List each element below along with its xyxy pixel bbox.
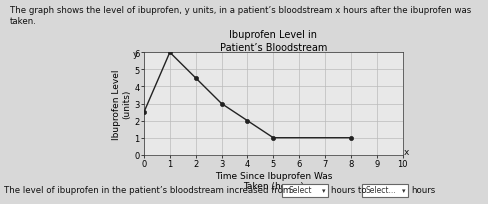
X-axis label: Time Since Ibuprofen Was
Taken (hours): Time Since Ibuprofen Was Taken (hours)	[215, 171, 332, 190]
Text: The graph shows the level of ibuprofen, y units, in a patient’s bloodstream x ho: The graph shows the level of ibuprofen, …	[10, 6, 471, 26]
Text: hours to: hours to	[331, 186, 366, 195]
Title: Ibuprofen Level in
Patient’s Bloodstream: Ibuprofen Level in Patient’s Bloodstream	[220, 30, 327, 52]
Text: x: x	[404, 147, 409, 156]
Y-axis label: Ibuprofen Level
(units): Ibuprofen Level (units)	[112, 69, 132, 139]
Text: ▾: ▾	[322, 187, 326, 193]
Text: Select...: Select...	[365, 186, 396, 195]
Text: ▾: ▾	[402, 187, 406, 193]
Text: y: y	[132, 50, 138, 59]
Text: The level of ibuprofen in the patient’s bloodstream increased from: The level of ibuprofen in the patient’s …	[4, 186, 291, 195]
Text: hours: hours	[411, 186, 435, 195]
FancyBboxPatch shape	[362, 184, 408, 196]
Text: Select: Select	[288, 186, 312, 195]
FancyBboxPatch shape	[282, 184, 328, 196]
